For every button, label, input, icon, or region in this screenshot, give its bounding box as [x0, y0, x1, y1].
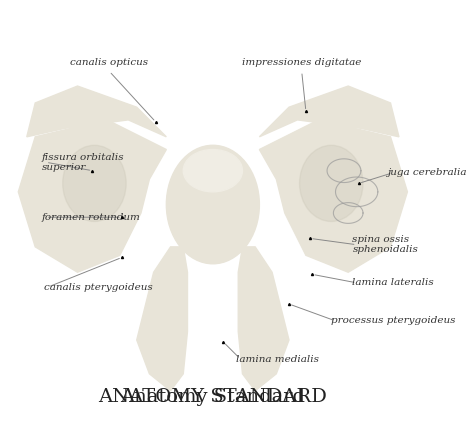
Text: fissura orbitalis
superior: fissura orbitalis superior [42, 153, 124, 172]
Text: spina ossis
sphenoidalis: spina ossis sphenoidalis [353, 235, 419, 254]
Text: processus pterygoideus: processus pterygoideus [331, 317, 456, 325]
Polygon shape [137, 247, 188, 391]
Polygon shape [238, 247, 289, 391]
Text: impressiones digitatae: impressiones digitatae [242, 58, 361, 67]
Ellipse shape [166, 145, 259, 264]
Text: foramen rotundum: foramen rotundum [42, 213, 140, 222]
Polygon shape [259, 120, 408, 272]
Text: juga cerebralia: juga cerebralia [388, 168, 468, 177]
Ellipse shape [63, 145, 126, 222]
Text: lamina medialis: lamina medialis [236, 354, 319, 363]
Polygon shape [18, 120, 166, 272]
Text: ANATOMY STANDARD: ANATOMY STANDARD [99, 388, 328, 406]
Polygon shape [259, 86, 399, 137]
Text: canalis opticus: canalis opticus [70, 58, 148, 67]
Ellipse shape [300, 145, 363, 222]
Text: lamina lateralis: lamina lateralis [353, 278, 434, 287]
Text: Anatomy Standard: Anatomy Standard [120, 388, 305, 406]
Polygon shape [27, 86, 166, 137]
Text: canalis pterygoideus: canalis pterygoideus [44, 282, 153, 291]
Ellipse shape [183, 150, 243, 192]
